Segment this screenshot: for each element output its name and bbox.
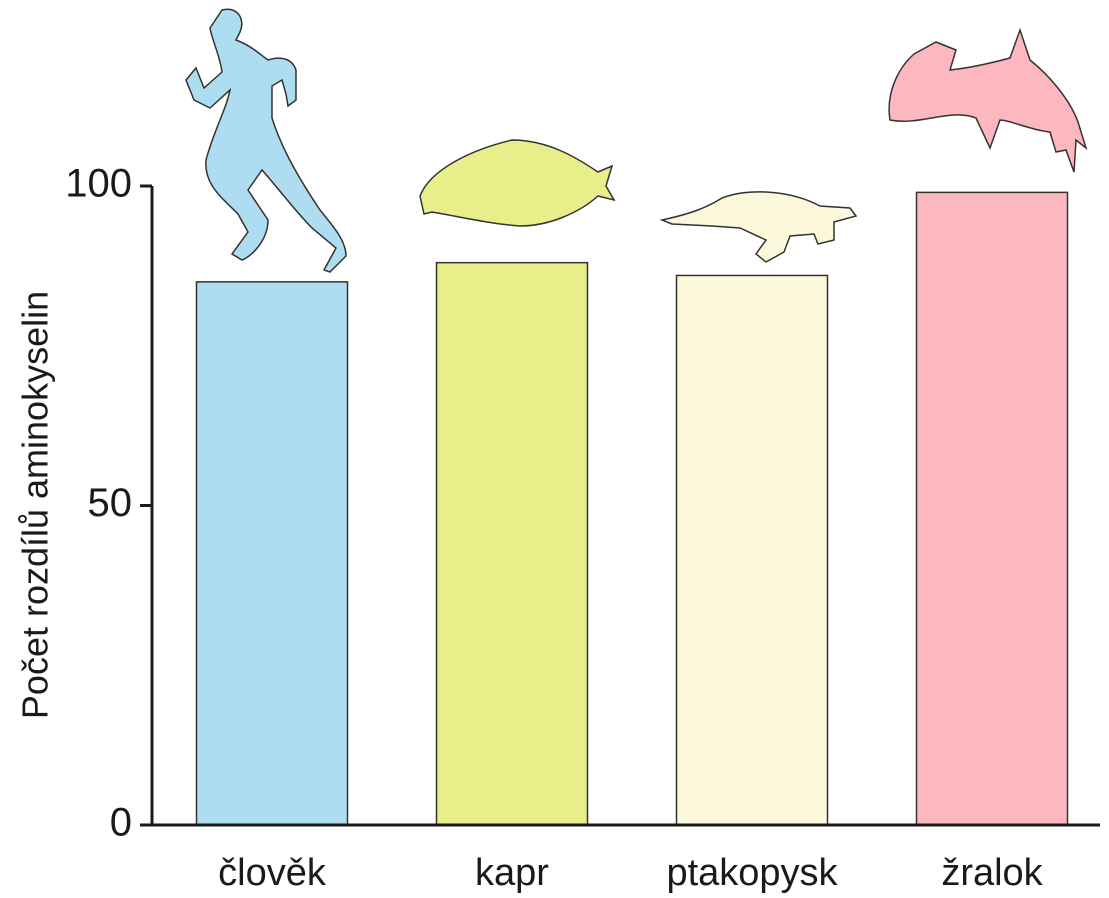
- y-axis-title: Počet rozdílů aminokyselin: [15, 291, 56, 719]
- bar: [917, 192, 1068, 825]
- silhouette-shark: [889, 30, 1086, 172]
- silhouette-carp: [420, 140, 614, 226]
- x-tick-label: ptakopysk: [666, 852, 838, 894]
- x-tick-label: člověk: [218, 852, 327, 894]
- x-tick-label: žralok: [941, 852, 1043, 894]
- silhouette-human: [186, 9, 346, 272]
- bar: [437, 263, 588, 825]
- silhouette-platypus: [662, 192, 856, 262]
- y-tick-label: 100: [65, 162, 132, 206]
- bar: [197, 282, 348, 825]
- y-tick-label: 0: [110, 801, 132, 845]
- chart: Počet rozdílů aminokyselin 0 50 100 člověk k…: [0, 0, 1109, 898]
- bar: [677, 275, 828, 825]
- y-tick-label: 50: [88, 481, 133, 525]
- x-tick-label: kapr: [475, 852, 549, 894]
